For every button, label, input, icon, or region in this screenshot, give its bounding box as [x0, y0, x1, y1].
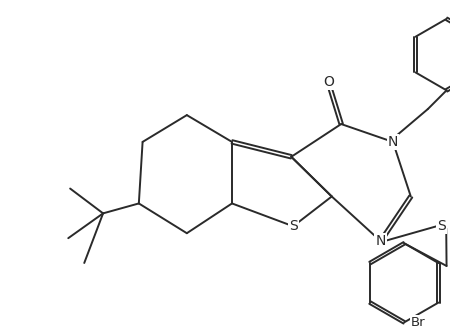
Text: N: N	[375, 234, 385, 248]
Text: N: N	[387, 135, 397, 149]
Text: Br: Br	[410, 316, 425, 329]
Text: S: S	[437, 219, 445, 233]
Text: S: S	[288, 219, 297, 233]
Text: O: O	[323, 75, 334, 89]
